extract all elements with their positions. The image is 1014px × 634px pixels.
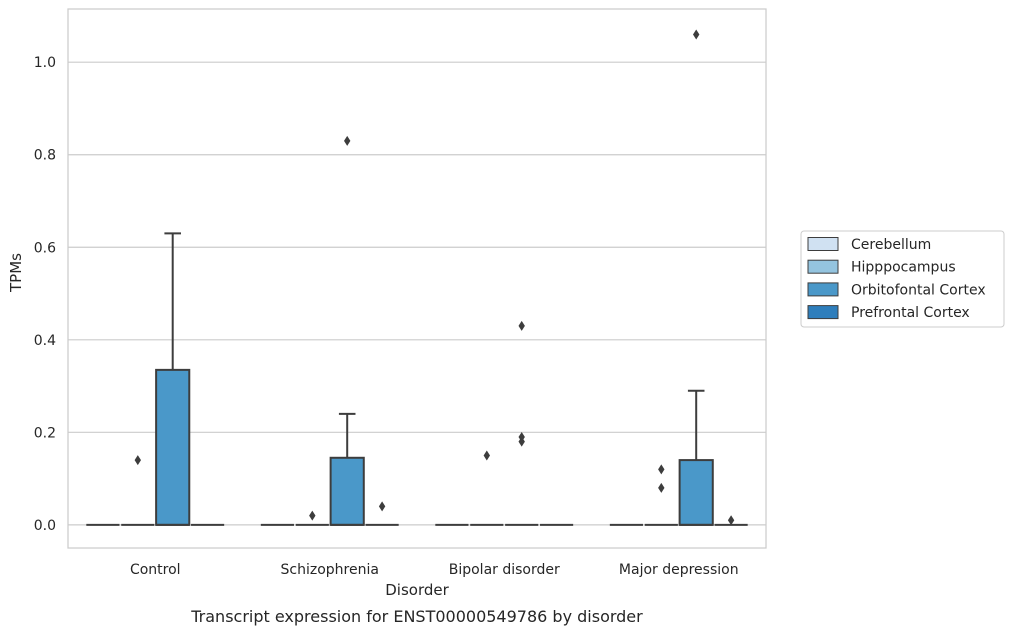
legend-swatch <box>807 305 839 320</box>
outlier-point <box>344 135 351 146</box>
box-body <box>329 456 365 526</box>
outlier-point <box>518 320 525 331</box>
y-axis-label: TPMs <box>7 253 25 293</box>
box-control-orbitofontal-cortex <box>155 232 191 526</box>
y-tick-label: 0.8 <box>34 148 56 164</box>
legend-frame <box>800 230 1005 328</box>
legend-swatch <box>807 259 839 274</box>
chart-caption: Transcript expression for ENST0000054978… <box>190 607 643 626</box>
box-body <box>155 368 191 526</box>
x-tick-labels: Control Schizophrenia Bipolar disorder Majo… <box>130 562 739 578</box>
x-tick-label: Major depression <box>619 562 739 578</box>
legend: Cerebellum Hipppocampus Orbitofontal Corte… <box>800 230 1005 328</box>
y-tick-label: 1.0 <box>34 55 56 71</box>
outlier-point <box>378 501 386 512</box>
box-bipolar-disorder-hipppocampus <box>470 450 504 526</box>
x-tick-label: Schizophrenia <box>281 562 379 578</box>
x-tick-label: Control <box>130 562 181 578</box>
legend-label: Cerebellum <box>851 237 931 253</box>
legend-label: Prefrontal Cortex <box>851 305 970 321</box>
y-tick-label: 0.2 <box>34 425 56 441</box>
outlier-point <box>309 510 316 521</box>
box-schizophrenia-orbitofontal-cortex <box>329 135 365 526</box>
box-major-depression-orbitofontal-cortex <box>678 29 714 526</box>
legend-label: Orbitofontal Cortex <box>851 282 986 298</box>
outlier-point <box>658 464 665 475</box>
outlier-point <box>134 455 141 466</box>
box-major-depression-hipppocampus <box>644 464 678 526</box>
outlier-point <box>727 515 735 526</box>
outlier-point <box>483 450 490 461</box>
outlier-point <box>693 29 700 40</box>
box-series <box>86 29 748 526</box>
y-tick-label: 0.0 <box>34 518 56 534</box>
y-tick-labels: 0.0 0.2 0.4 0.6 0.8 1.0 <box>34 55 56 534</box>
outlier-point <box>658 482 665 493</box>
legend-label: Hipppocampus <box>851 260 956 276</box>
y-tick-label: 0.4 <box>34 333 56 349</box>
box-major-depression-prefrontal-cortex <box>714 515 748 526</box>
box-body <box>678 459 714 526</box>
x-tick-label: Bipolar disorder <box>449 562 560 578</box>
box-schizophrenia-prefrontal-cortex <box>365 501 399 526</box>
legend-swatch <box>807 237 839 251</box>
box-bipolar-disorder-orbitofontal-cortex <box>505 320 539 526</box>
y-tick-label: 0.6 <box>34 240 56 256</box>
legend-swatch <box>807 282 839 297</box>
box-schizophrenia-hipppocampus <box>295 510 329 526</box>
plot-frame <box>67 8 767 549</box>
x-axis-label: Disorder <box>385 581 449 599</box>
box-control-hipppocampus <box>121 455 155 526</box>
outlier-point <box>518 431 525 442</box>
